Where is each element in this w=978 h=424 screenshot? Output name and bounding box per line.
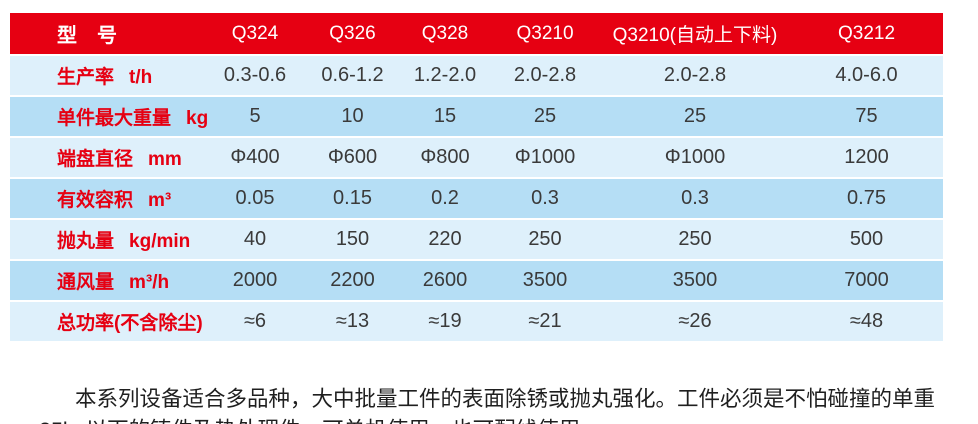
row-label-cell: 生产率 t/h bbox=[10, 56, 205, 97]
value-cell: ≈19 bbox=[400, 302, 490, 343]
value-cell: Φ400 bbox=[205, 138, 305, 179]
value-cell: 1200 bbox=[790, 138, 943, 179]
value-cell: 2600 bbox=[400, 261, 490, 302]
header-model-q328: Q328 bbox=[400, 13, 490, 56]
value-cell: 0.75 bbox=[790, 179, 943, 220]
table-row: 有效容积 m³ 0.05 0.15 0.2 0.3 0.3 0.75 bbox=[10, 179, 943, 220]
value-cell: 25 bbox=[600, 97, 790, 138]
row-label-cell: 单件最大重量 kg bbox=[10, 97, 209, 138]
header-model-q3210: Q3210 bbox=[490, 13, 600, 56]
value-cell: 2.0-2.8 bbox=[490, 56, 600, 97]
row-label-cell: 总功率(不含除尘) bbox=[10, 302, 205, 343]
row-unit-text: kg/min bbox=[129, 231, 191, 252]
value-cell: 25 bbox=[490, 97, 600, 138]
value-cell: 7000 bbox=[790, 261, 943, 302]
value-cell: Φ1000 bbox=[490, 138, 600, 179]
value-cell: 10 bbox=[305, 97, 400, 138]
value-cell: 4.0-6.0 bbox=[790, 56, 943, 97]
value-cell: ≈48 bbox=[790, 302, 943, 343]
row-label-cell: 抛丸量 kg/min bbox=[10, 220, 205, 261]
value-cell: 220 bbox=[400, 220, 490, 261]
row-label-text: 生产率 bbox=[57, 67, 115, 88]
header-model-q3212: Q3212 bbox=[790, 13, 943, 56]
value-cell: 0.05 bbox=[205, 179, 305, 220]
row-label-text: 单件最大重量 bbox=[57, 108, 172, 129]
value-cell: 0.6-1.2 bbox=[305, 56, 400, 97]
table-row: 端盘直径 mm Φ400 Φ600 Φ800 Φ1000 Φ1000 1200 bbox=[10, 138, 943, 179]
table-row: 单件最大重量 kg 5 10 15 25 25 75 bbox=[10, 97, 943, 138]
value-cell: 0.3-0.6 bbox=[205, 56, 305, 97]
row-unit-text: m³ bbox=[148, 190, 172, 211]
value-cell: 0.2 bbox=[400, 179, 490, 220]
value-cell: 3500 bbox=[490, 261, 600, 302]
row-label-text: 端盘直径 bbox=[57, 149, 134, 170]
row-label-text: 抛丸量 bbox=[57, 231, 115, 252]
row-label-cell: 有效容积 m³ bbox=[10, 179, 205, 220]
header-model-q324: Q324 bbox=[205, 13, 305, 56]
row-unit-text: m³/h bbox=[129, 272, 170, 293]
value-cell: ≈6 bbox=[205, 302, 305, 343]
value-cell: ≈26 bbox=[600, 302, 790, 343]
table-row: 生产率 t/h 0.3-0.6 0.6-1.2 1.2-2.0 2.0-2.8 2.0-2.… bbox=[10, 56, 943, 97]
value-cell: 3500 bbox=[600, 261, 790, 302]
value-cell: 40 bbox=[205, 220, 305, 261]
value-cell: 250 bbox=[600, 220, 790, 261]
description-paragraph: 本系列设备适合多品种，大中批量工件的表面除锈或抛丸强化。工件必须是不怕碰撞的单重… bbox=[39, 386, 936, 424]
row-label-text: 通风量 bbox=[57, 272, 115, 293]
value-cell: Φ800 bbox=[400, 138, 490, 179]
row-label-text: 总功率(不含除尘) bbox=[57, 313, 203, 334]
spec-table-header: 型 号 Q324 Q326 Q328 Q3210 Q3210(自动上下料) Q3… bbox=[10, 13, 943, 56]
value-cell: 0.3 bbox=[600, 179, 790, 220]
table-row: 通风量 m³/h 2000 2200 2600 3500 3500 7000 bbox=[10, 261, 943, 302]
value-cell: ≈21 bbox=[490, 302, 600, 343]
value-cell: 75 bbox=[790, 97, 943, 138]
value-cell: ≈13 bbox=[305, 302, 400, 343]
value-cell: 0.3 bbox=[490, 179, 600, 220]
value-cell: 150 bbox=[305, 220, 400, 261]
value-cell: 500 bbox=[790, 220, 943, 261]
table-row: 总功率(不含除尘) ≈6 ≈13 ≈19 ≈21 ≈26 ≈48 bbox=[10, 302, 943, 343]
value-cell: Φ1000 bbox=[600, 138, 790, 179]
value-cell: 0.15 bbox=[305, 179, 400, 220]
header-model-label: 型 号 bbox=[10, 13, 205, 56]
header-row: 型 号 Q324 Q326 Q328 Q3210 Q3210(自动上下料) Q3… bbox=[10, 13, 943, 56]
row-unit-text: t/h bbox=[129, 67, 153, 88]
spec-table-body: 生产率 t/h 0.3-0.6 0.6-1.2 1.2-2.0 2.0-2.8 2.0-2.… bbox=[10, 56, 943, 343]
header-model-q3210-auto: Q3210(自动上下料) bbox=[600, 13, 790, 56]
value-cell: 2000 bbox=[205, 261, 305, 302]
value-cell: 2.0-2.8 bbox=[600, 56, 790, 97]
row-unit-text: kg bbox=[186, 108, 209, 129]
row-unit-text: mm bbox=[148, 149, 182, 170]
table-row: 抛丸量 kg/min 40 150 220 250 250 500 bbox=[10, 220, 943, 261]
spec-table: 型 号 Q324 Q326 Q328 Q3210 Q3210(自动上下料) Q3… bbox=[10, 13, 943, 343]
row-label-cell: 通风量 m³/h bbox=[10, 261, 205, 302]
header-model-q326: Q326 bbox=[305, 13, 400, 56]
value-cell: 250 bbox=[490, 220, 600, 261]
row-label-cell: 端盘直径 mm bbox=[10, 138, 205, 179]
row-label-text: 有效容积 bbox=[57, 190, 134, 211]
value-cell: 5 bbox=[205, 97, 305, 138]
value-cell: 15 bbox=[400, 97, 490, 138]
value-cell: 2200 bbox=[305, 261, 400, 302]
value-cell: 1.2-2.0 bbox=[400, 56, 490, 97]
value-cell: Φ600 bbox=[305, 138, 400, 179]
